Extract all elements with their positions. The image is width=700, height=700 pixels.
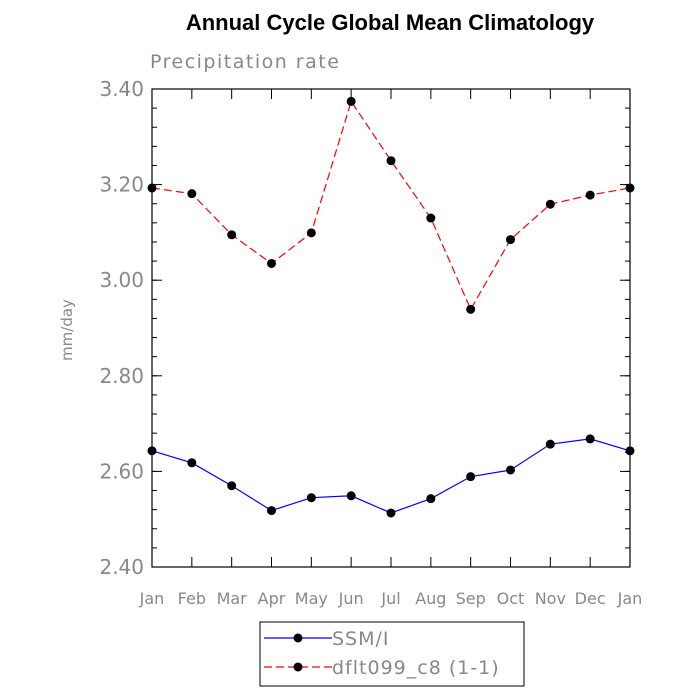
y-tick-label: 3.20 — [99, 173, 144, 197]
data-point — [585, 434, 595, 444]
x-tick-label: Sep — [456, 589, 486, 608]
plot-frame — [151, 88, 631, 568]
legend: SSM/I dflt099_c8 (1-1) — [259, 621, 525, 687]
y-tick-label: 3.40 — [99, 77, 144, 101]
x-tick-label: May — [295, 589, 328, 608]
data-point — [466, 304, 476, 314]
axis-ticks: 2.40 2.60 2.80 3.00 3.20 3.40 Jan Feb Mar Apr May J… — [99, 77, 642, 608]
data-point — [306, 493, 316, 503]
y-tick-label: 2.80 — [99, 364, 144, 388]
x-tick-label: Jan — [617, 589, 643, 608]
data-point — [545, 439, 555, 449]
data-point — [346, 96, 356, 106]
data-point — [466, 472, 476, 482]
chart-title: Annual Cycle Global Mean Climatology — [186, 10, 595, 35]
x-tick-label: Dec — [575, 589, 606, 608]
x-tick-label: Oct — [497, 589, 525, 608]
y-tick-label: 3.00 — [99, 268, 144, 292]
data-point — [426, 213, 436, 223]
data-point — [306, 228, 316, 238]
legend-entry-dflt099: dflt099_c8 (1-1) — [332, 657, 500, 679]
legend-entry-ssmi: SSM/I — [332, 628, 390, 650]
legend-marker-dflt099 — [293, 662, 303, 672]
x-tick-label: Jul — [380, 589, 400, 608]
data-point — [386, 508, 396, 518]
data-point — [227, 230, 237, 240]
y-axis-label: mm/day — [58, 299, 76, 361]
data-point — [227, 481, 237, 491]
y-tick-label: 2.40 — [99, 555, 144, 579]
legend-box — [259, 621, 525, 687]
x-tick-label: Nov — [535, 589, 566, 608]
x-tick-label: Jan — [139, 589, 165, 608]
data-point — [346, 491, 356, 501]
series-layer — [147, 96, 635, 518]
data-point — [267, 258, 276, 268]
legend-marker-ssmi — [293, 633, 303, 643]
data-point — [545, 199, 555, 209]
data-point — [187, 458, 197, 468]
chart-subtitle: Precipitation rate — [150, 51, 340, 73]
series-line-0 — [151, 438, 631, 514]
x-tick-label: Jun — [338, 589, 364, 608]
x-tick-label: Feb — [178, 589, 206, 608]
data-point — [386, 156, 396, 166]
data-point — [585, 190, 595, 200]
data-point — [426, 494, 436, 504]
x-tick-label: Aug — [415, 589, 446, 608]
data-point — [506, 465, 515, 475]
data-point — [506, 235, 515, 245]
y-tick-label: 2.60 — [99, 459, 144, 483]
data-point — [267, 506, 276, 516]
x-tick-label: Apr — [258, 589, 286, 608]
x-tick-label: Mar — [217, 589, 248, 608]
data-point — [187, 189, 197, 199]
series-line-1 — [151, 100, 631, 311]
